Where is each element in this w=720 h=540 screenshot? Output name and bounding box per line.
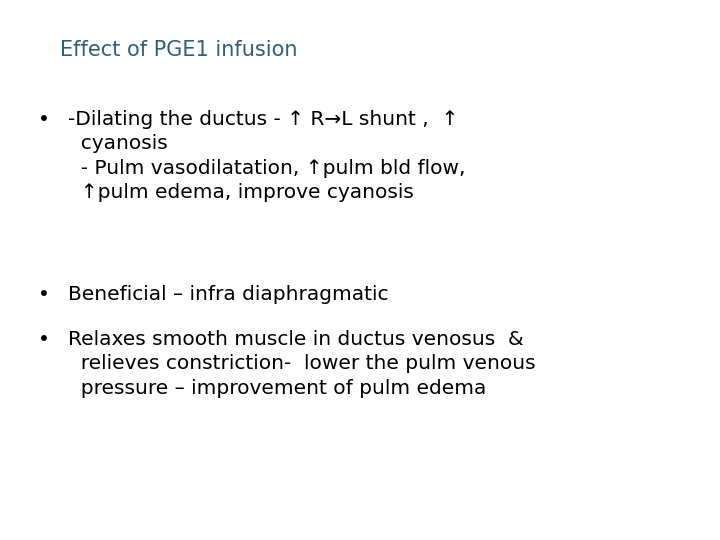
Text: Relaxes smooth muscle in ductus venosus  &
  relieves constriction-  lower the p: Relaxes smooth muscle in ductus venosus … bbox=[68, 330, 536, 397]
Text: -Dilating the ductus - ↑ R→L shunt ,  ↑
  cyanosis
  - Pulm vasodilatation, ↑pul: -Dilating the ductus - ↑ R→L shunt , ↑ c… bbox=[68, 110, 466, 202]
Text: •: • bbox=[38, 285, 50, 304]
Text: Effect of PGE1 infusion: Effect of PGE1 infusion bbox=[60, 40, 297, 60]
Text: •: • bbox=[38, 110, 50, 129]
Text: Beneficial – infra diaphragmatic: Beneficial – infra diaphragmatic bbox=[68, 285, 389, 304]
Text: •: • bbox=[38, 330, 50, 349]
